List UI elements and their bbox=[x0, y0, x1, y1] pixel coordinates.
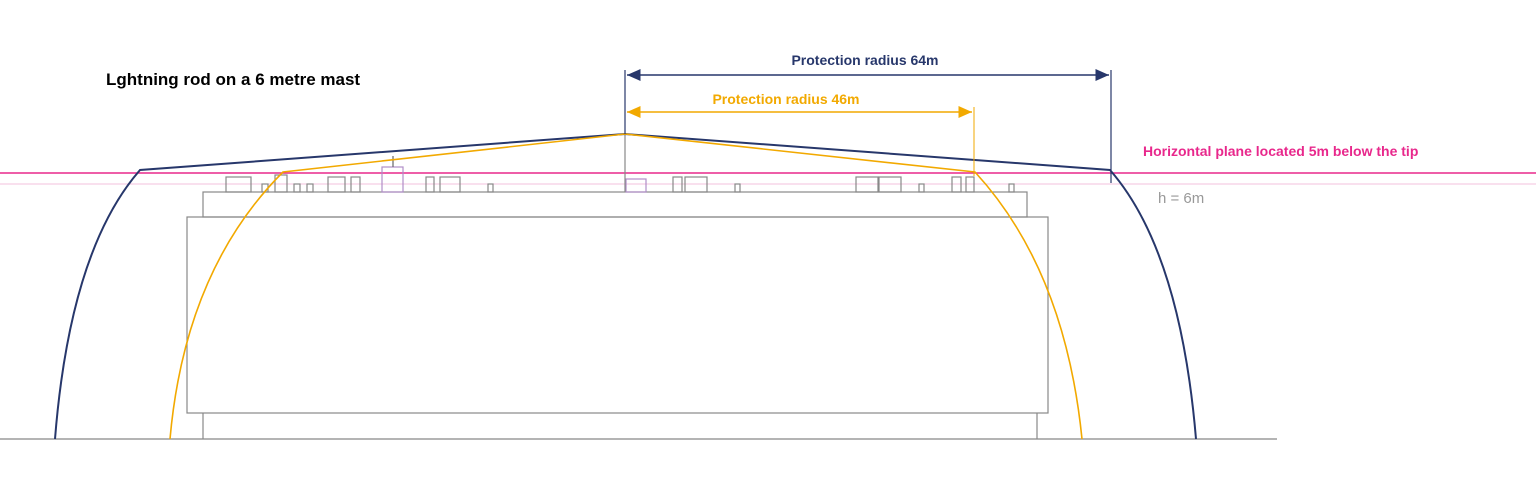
radius-label-small: Protection radius 46m bbox=[712, 91, 859, 107]
plane-label: Horizontal plane located 5m below the ti… bbox=[1143, 143, 1418, 159]
height-label: h = 6m bbox=[1158, 190, 1204, 207]
title: Lghtning rod on a 6 metre mast bbox=[106, 70, 360, 89]
radius-label-large: Protection radius 64m bbox=[791, 52, 938, 68]
building bbox=[186, 156, 1049, 439]
